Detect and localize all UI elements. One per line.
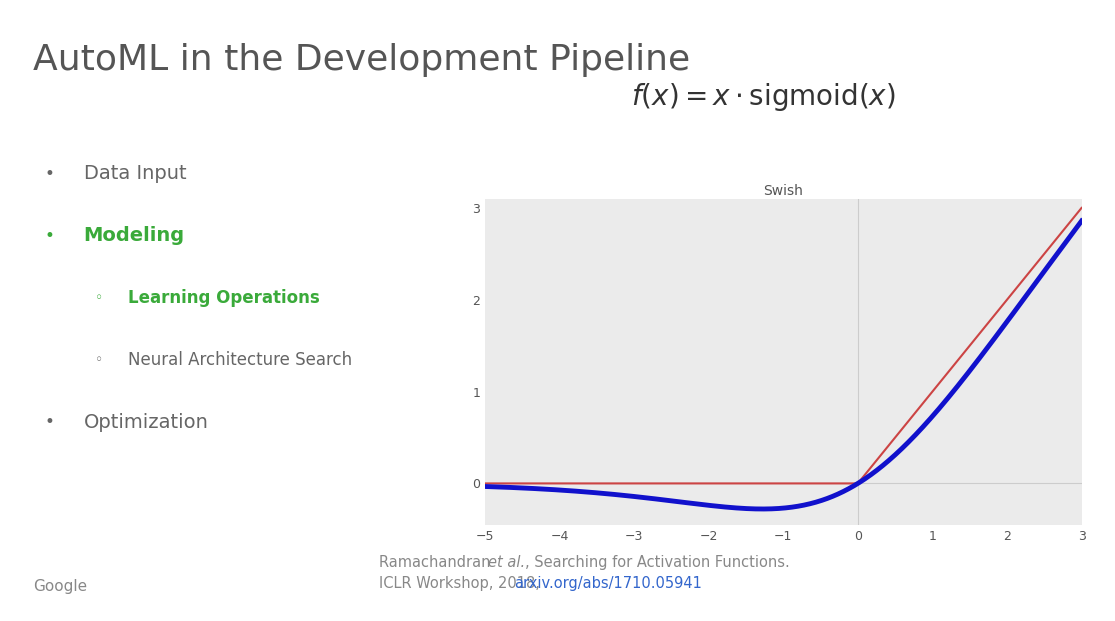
Text: ◦: ◦ bbox=[95, 353, 103, 367]
Title: Swish: Swish bbox=[764, 184, 803, 197]
Text: AutoML in the Development Pipeline: AutoML in the Development Pipeline bbox=[33, 43, 690, 78]
Text: •: • bbox=[45, 414, 55, 431]
Text: •: • bbox=[45, 165, 55, 183]
Text: arxiv.org/abs/1710.05941: arxiv.org/abs/1710.05941 bbox=[514, 576, 701, 591]
Text: Learning Operations: Learning Operations bbox=[128, 289, 320, 307]
Text: Modeling: Modeling bbox=[84, 227, 185, 245]
Text: •: • bbox=[45, 227, 55, 245]
Text: Neural Architecture Search: Neural Architecture Search bbox=[128, 351, 352, 369]
Text: et al.: et al. bbox=[488, 555, 525, 570]
Text: Ramachandran: Ramachandran bbox=[379, 555, 495, 570]
Text: ◦: ◦ bbox=[95, 291, 103, 305]
Text: $f(x) = x \cdot \mathrm{sigmoid}(x)$: $f(x) = x \cdot \mathrm{sigmoid}(x)$ bbox=[631, 81, 896, 113]
Text: ICLR Workshop, 2018,: ICLR Workshop, 2018, bbox=[379, 576, 544, 591]
Text: Data Input: Data Input bbox=[84, 165, 186, 183]
Text: Optimization: Optimization bbox=[84, 413, 209, 432]
Text: , Searching for Activation Functions.: , Searching for Activation Functions. bbox=[525, 555, 789, 570]
Text: Google: Google bbox=[33, 579, 88, 594]
